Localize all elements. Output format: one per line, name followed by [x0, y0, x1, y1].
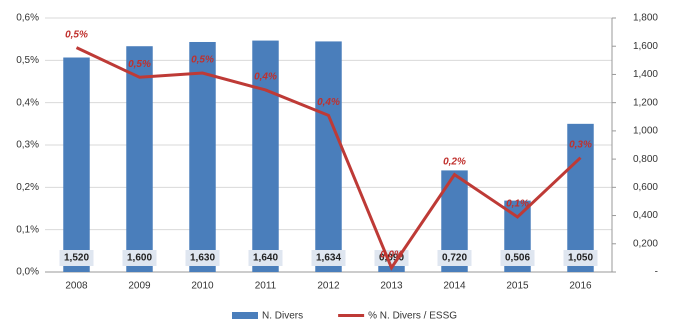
label-box [563, 250, 598, 266]
line-value-label: 0,1% [506, 199, 529, 210]
label-box [185, 250, 220, 266]
legend-swatch [232, 312, 258, 319]
bar [126, 46, 153, 272]
y-tick-label: 0,3% [16, 140, 39, 151]
line-value-label: 0,0% [380, 249, 403, 260]
x-tick-label: 2016 [569, 281, 592, 292]
bar [567, 123, 594, 272]
x-tick-label: 2013 [380, 281, 403, 292]
bar [252, 40, 279, 273]
bar-value-label: 0,720 [442, 253, 467, 264]
x-tick-label: 2012 [317, 281, 340, 292]
x-tick-label: 2014 [443, 281, 466, 292]
bar-value-label: 1,600 [127, 253, 152, 264]
bar-value-label: 0,506 [505, 253, 530, 264]
y2-tick-label: 0,400 [633, 210, 658, 221]
x-tick-label: 2009 [128, 281, 151, 292]
label-box [311, 250, 346, 266]
line-value-label: 0,4% [317, 97, 340, 108]
bar [315, 41, 342, 273]
y2-tick-label: 1,600 [633, 41, 658, 52]
bar [189, 41, 216, 272]
y-tick-label: 0,0% [16, 267, 39, 278]
label-box [122, 250, 157, 266]
bar-value-label: 1,640 [253, 253, 278, 264]
y2-tick-label: 1,000 [633, 126, 658, 137]
y2-tick-label: 0,800 [633, 154, 658, 165]
y-tick-label: 0,6% [16, 13, 39, 24]
x-tick-label: 2011 [255, 281, 277, 292]
legend-label: N. Divers [262, 311, 303, 322]
y-tick-label: 0,2% [16, 182, 39, 193]
line-value-label: 0,5% [191, 55, 214, 66]
label-box [437, 250, 472, 266]
y2-tick-label: 1,400 [633, 69, 658, 80]
bar-value-label: 0,090 [379, 253, 404, 264]
label-box [500, 250, 535, 266]
line-value-label: 0,2% [443, 156, 466, 167]
y2-tick-label: - [655, 267, 658, 278]
line-value-label: 0,5% [65, 29, 88, 40]
label-box [59, 250, 94, 266]
y2-tick-label: 0,200 [633, 238, 658, 249]
bar-value-label: 1,634 [316, 253, 341, 264]
legend-label: % N. Divers / ESSG [368, 311, 457, 322]
y2-tick-label: 0,600 [633, 182, 658, 193]
bar-value-label: 1,520 [64, 253, 89, 264]
line [75, 46, 582, 271]
x-tick-label: 2015 [506, 281, 529, 292]
y-tick-label: 0,1% [16, 224, 39, 235]
line-value-label: 0,3% [569, 139, 592, 150]
y2-tick-label: 1,200 [633, 97, 658, 108]
bar-value-label: 1,630 [190, 253, 215, 264]
y-tick-label: 0,4% [16, 97, 39, 108]
line-value-label: 0,4% [254, 72, 277, 83]
label-box [248, 250, 283, 266]
x-tick-label: 2010 [191, 281, 214, 292]
x-tick-label: 2008 [65, 281, 88, 292]
y2-tick-label: 1,800 [633, 13, 658, 24]
bar [63, 57, 90, 273]
line-value-label: 0,5% [128, 59, 151, 70]
y-tick-label: 0,5% [16, 55, 39, 66]
bar-value-label: 1,050 [568, 253, 593, 264]
